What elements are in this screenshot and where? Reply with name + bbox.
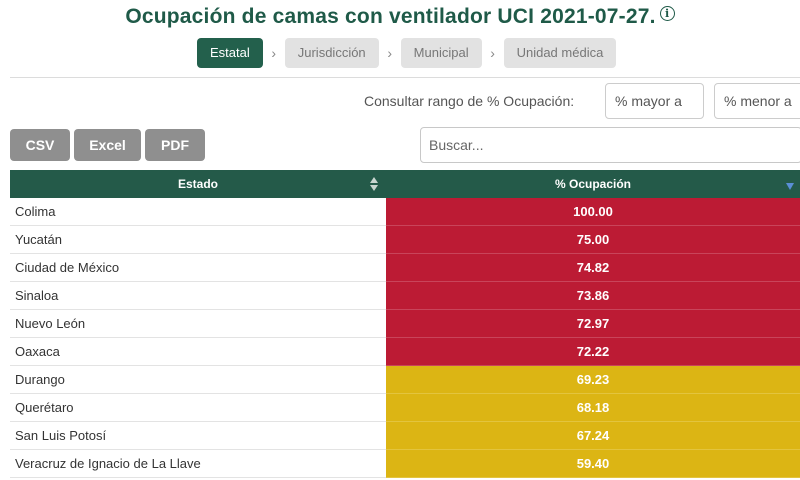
page-title: Ocupación de camas con ventilador UCI 20… — [0, 5, 800, 29]
breadcrumb-municipal[interactable]: Municipal — [400, 38, 482, 68]
ocupacion-cell: 75.00 — [386, 225, 800, 254]
table-row: Veracruz de Ignacio de La Llave 59.40 — [10, 449, 800, 478]
estado-cell: Colima — [10, 198, 386, 226]
ocupacion-cell: 74.82 — [386, 253, 800, 282]
chevron-right-icon: › — [387, 45, 392, 61]
column-header-label: Estado — [177, 177, 218, 191]
ocupacion-cell: 59.40 — [386, 449, 800, 478]
breadcrumb: Estatal › Jurisdicción › Municipal › Uni… — [197, 38, 617, 68]
table-row: Yucatán 75.00 — [10, 225, 800, 254]
excel-export-button[interactable]: Excel — [74, 129, 141, 161]
table-row: Oaxaca 72.22 — [10, 337, 800, 366]
ocupacion-cell: 72.97 — [386, 309, 800, 338]
table-row: Sinaloa 73.86 — [10, 281, 800, 310]
table-row: Colima 100.00 — [10, 198, 800, 226]
range-min-input[interactable] — [605, 83, 704, 119]
table-row: Nuevo León 72.97 — [10, 309, 800, 338]
csv-export-button[interactable]: CSV — [10, 129, 70, 161]
pdf-export-button[interactable]: PDF — [145, 129, 205, 161]
occupancy-table: Estado % Ocupación Colima 100.00 Yucatán 75… — [10, 170, 800, 478]
sort-both-icon — [370, 176, 378, 192]
table-header-row: Estado % Ocupación — [10, 170, 800, 198]
estado-cell: Sinaloa — [10, 281, 386, 310]
ocupacion-cell: 72.22 — [386, 337, 800, 366]
ocupacion-cell: 73.86 — [386, 281, 800, 310]
ocupacion-cell: 100.00 — [386, 198, 800, 226]
estado-cell: Durango — [10, 365, 386, 394]
breadcrumb-estatal[interactable]: Estatal — [197, 38, 263, 68]
breadcrumb-jurisdiccion[interactable]: Jurisdicción — [284, 38, 379, 68]
page-title-text: Ocupación de camas con ventilador UCI 20… — [125, 5, 656, 28]
estado-cell: San Luis Potosí — [10, 421, 386, 450]
column-header-ocupacion[interactable]: % Ocupación — [386, 170, 800, 198]
table-row: San Luis Potosí 67.24 — [10, 421, 800, 450]
sort-descending-icon — [786, 183, 794, 190]
estado-cell: Oaxaca — [10, 337, 386, 366]
estado-cell: Yucatán — [10, 225, 386, 254]
estado-cell: Querétaro — [10, 393, 386, 422]
range-max-input[interactable] — [714, 83, 800, 119]
estado-cell: Nuevo León — [10, 309, 386, 338]
ocupacion-cell: 69.23 — [386, 365, 800, 394]
divider — [10, 77, 800, 78]
table-row: Durango 69.23 — [10, 365, 800, 394]
column-header-estado[interactable]: Estado — [10, 170, 386, 198]
breadcrumb-unidad-medica[interactable]: Unidad médica — [503, 38, 617, 68]
table-row: Ciudad de México 74.82 — [10, 253, 800, 282]
estado-cell: Veracruz de Ignacio de La Llave — [10, 449, 386, 478]
ocupacion-cell: 68.18 — [386, 393, 800, 422]
info-icon[interactable]: i — [659, 6, 675, 21]
chevron-right-icon: › — [271, 45, 277, 61]
search-input[interactable] — [420, 127, 800, 163]
column-header-label: % Ocupación — [554, 177, 631, 191]
table-row: Querétaro 68.18 — [10, 393, 800, 422]
estado-cell: Ciudad de México — [10, 253, 386, 282]
chevron-right-icon: › — [490, 45, 495, 61]
range-filter-label: Consultar rango de % Ocupación: — [364, 93, 575, 109]
ocupacion-cell: 67.24 — [386, 421, 800, 450]
